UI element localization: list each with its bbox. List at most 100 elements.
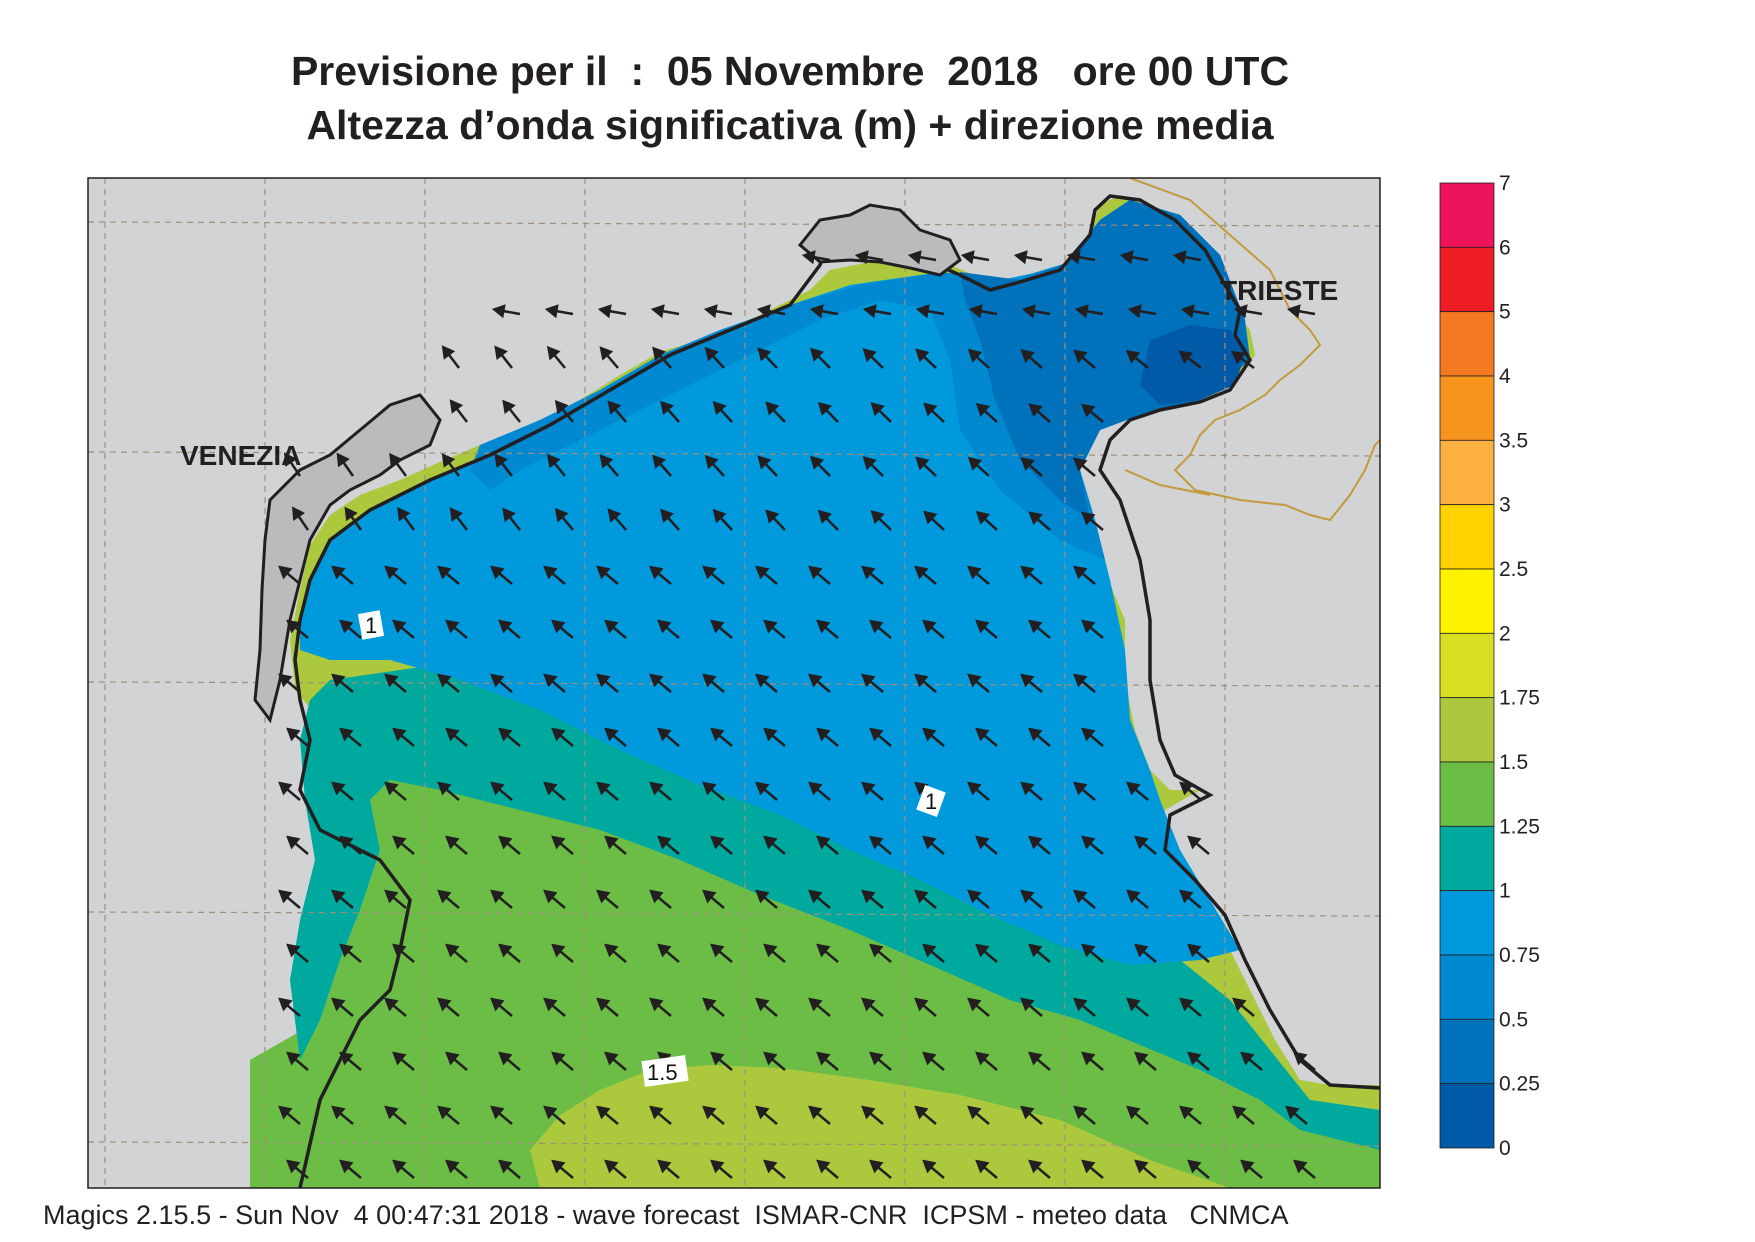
direction-arrow-head bbox=[702, 997, 717, 1012]
direction-arrow-head bbox=[914, 673, 929, 688]
direction-arrow-head bbox=[967, 889, 982, 904]
colorbar-label: 1.25 bbox=[1499, 815, 1540, 838]
map-area: 1 1 1.5 VENEZIA TRIESTE bbox=[88, 178, 1380, 1188]
direction-arrow-head bbox=[551, 619, 566, 634]
direction-arrow-head bbox=[756, 304, 771, 319]
direction-arrow-head bbox=[392, 835, 407, 850]
colorbar-label: 0.25 bbox=[1499, 1073, 1540, 1096]
direction-arrow-head bbox=[1073, 349, 1088, 364]
direction-arrow-head bbox=[543, 1105, 558, 1120]
direction-arrow-head bbox=[437, 781, 452, 796]
direction-arrow-head bbox=[712, 508, 727, 524]
direction-arrow-head bbox=[869, 1159, 884, 1174]
direction-arrow-head bbox=[437, 673, 452, 688]
direction-arrow-head bbox=[392, 943, 407, 958]
direction-arrow-head bbox=[604, 1159, 619, 1174]
direction-arrow-head bbox=[449, 399, 464, 414]
direction-arrow-head bbox=[551, 943, 566, 958]
direction-arrow-head bbox=[765, 509, 780, 524]
direction-arrow-head bbox=[808, 1105, 823, 1120]
direction-arrow-head bbox=[551, 1051, 566, 1066]
colorbar-label: 1.75 bbox=[1499, 687, 1540, 710]
direction-arrow-head bbox=[1020, 565, 1035, 580]
colorbar-label: 0.5 bbox=[1499, 1008, 1528, 1031]
direction-arrow-head bbox=[502, 507, 516, 523]
colorbar-swatch bbox=[1439, 890, 1495, 956]
direction-arrow-head bbox=[1020, 997, 1035, 1012]
direction-arrow-head bbox=[816, 1051, 831, 1066]
direction-arrow-head bbox=[596, 889, 611, 904]
direction-arrow-head bbox=[1028, 511, 1043, 526]
contour-label-1b-text: 1 bbox=[925, 789, 937, 814]
direction-arrow-head bbox=[702, 565, 717, 580]
direction-arrow-head bbox=[914, 781, 929, 796]
direction-arrow-head bbox=[809, 304, 824, 319]
direction-arrow-head bbox=[339, 1159, 354, 1174]
direction-arrow-head bbox=[1240, 1051, 1255, 1066]
contour-label-1a-text: 1 bbox=[365, 613, 377, 638]
wave-band-0-25 bbox=[1140, 325, 1245, 405]
direction-arrow-head bbox=[596, 565, 611, 580]
map-frame bbox=[87, 177, 1381, 1189]
contour-label-1b: 1 bbox=[916, 785, 946, 817]
direction-arrow-head bbox=[554, 399, 569, 415]
direction-arrow-head bbox=[755, 781, 770, 796]
direction-arrow-head bbox=[861, 565, 876, 580]
colorbar-swatch bbox=[1439, 568, 1495, 634]
direction-arrow-head bbox=[339, 943, 354, 958]
direction-arrow-head bbox=[1134, 835, 1149, 850]
direction-arrow-head bbox=[498, 943, 513, 958]
map-grid bbox=[88, 178, 1380, 1188]
direction-arrow-head bbox=[498, 835, 513, 850]
colorbar-label: 0 bbox=[1499, 1137, 1511, 1160]
direction-arrow-head bbox=[1285, 1105, 1300, 1120]
direction-arrow-head bbox=[278, 781, 293, 796]
title-line-1: Previsione per il : 05 Novembre 2018 ore… bbox=[290, 48, 1290, 94]
direction-arrow-head bbox=[861, 889, 876, 904]
direction-arrow-head bbox=[546, 453, 561, 469]
direction-arrow-head bbox=[649, 889, 664, 904]
direction-arrow-head bbox=[861, 781, 876, 796]
direction-arrow-head bbox=[1021, 304, 1036, 319]
direction-arrow-head bbox=[975, 510, 991, 525]
direction-arrow-head bbox=[660, 508, 674, 523]
coastline bbox=[298, 194, 1380, 1090]
direction-arrow-head bbox=[331, 565, 346, 580]
direction-arrow-head bbox=[967, 673, 982, 688]
city-label-trieste: TRIESTE bbox=[1220, 275, 1338, 306]
colorbar-swatch bbox=[1439, 439, 1495, 506]
direction-arrow-head bbox=[1293, 1159, 1308, 1174]
direction-arrow-head bbox=[975, 943, 990, 958]
direction-arrow-head bbox=[869, 1051, 884, 1066]
direction-arrow-head bbox=[710, 1159, 725, 1174]
contour-label-1-5-text: 1.5 bbox=[647, 1060, 678, 1085]
direction-arrow-head bbox=[967, 348, 983, 363]
direction-arrow-head bbox=[967, 997, 982, 1012]
direction-arrow-head bbox=[445, 835, 460, 850]
direction-arrow-head bbox=[543, 889, 558, 904]
direction-arrow-head bbox=[278, 1105, 293, 1120]
direction-arrow-head bbox=[967, 456, 983, 471]
direction-arrow-head bbox=[1127, 304, 1142, 319]
colorbar: 7 6 5 4 3.5 3 2.5 2 1.75 1.5 1.25 1 0.75 0.5 0.25 0 bbox=[1439, 172, 1540, 1160]
direction-arrow-head bbox=[1074, 304, 1089, 319]
direction-arrow-head bbox=[544, 304, 559, 319]
direction-arrow-head bbox=[339, 835, 354, 850]
direction-arrow-head bbox=[869, 727, 884, 742]
direction-arrow-head bbox=[763, 943, 778, 958]
direction-arrow-head bbox=[278, 673, 293, 688]
direction-arrow-head bbox=[392, 1051, 407, 1066]
direction-arrow-head bbox=[543, 673, 558, 688]
colorbar-label: 3.5 bbox=[1499, 429, 1528, 452]
direction-arrow-head bbox=[494, 345, 508, 361]
direction-arrow-head bbox=[1028, 943, 1043, 958]
direction-arrow-head bbox=[498, 727, 513, 742]
direction-arrow-head bbox=[604, 1051, 619, 1066]
direction-arrow-head bbox=[384, 889, 399, 904]
direction-arrow-head bbox=[657, 619, 672, 634]
direction-arrow-head bbox=[596, 781, 611, 796]
direction-arrow-head bbox=[816, 727, 831, 742]
direction-arrow-head bbox=[967, 565, 982, 580]
direction-arrow-head bbox=[336, 452, 350, 468]
direction-arrow-head bbox=[1178, 350, 1193, 364]
